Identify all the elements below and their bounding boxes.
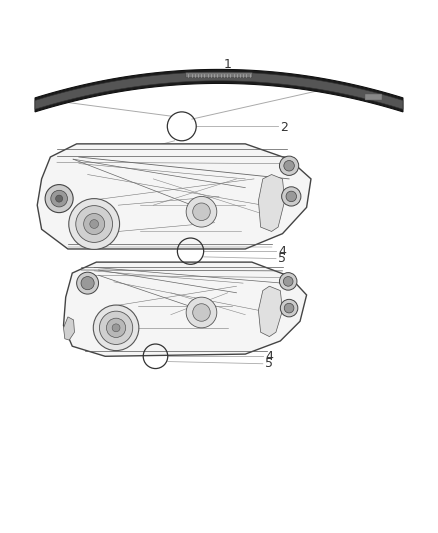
Text: 1: 1 bbox=[223, 58, 231, 71]
Circle shape bbox=[112, 324, 120, 332]
Circle shape bbox=[280, 300, 298, 317]
Circle shape bbox=[84, 214, 105, 235]
Circle shape bbox=[81, 277, 94, 290]
Circle shape bbox=[45, 184, 73, 213]
Circle shape bbox=[186, 297, 217, 328]
Text: 2: 2 bbox=[280, 121, 288, 134]
Circle shape bbox=[186, 197, 217, 227]
Circle shape bbox=[284, 303, 294, 313]
Text: 4: 4 bbox=[278, 245, 286, 257]
Circle shape bbox=[284, 160, 294, 171]
Circle shape bbox=[283, 277, 293, 286]
Text: 5: 5 bbox=[265, 357, 273, 370]
Text: 4: 4 bbox=[265, 350, 273, 363]
Polygon shape bbox=[35, 72, 403, 109]
Circle shape bbox=[279, 156, 299, 175]
Polygon shape bbox=[64, 317, 74, 340]
Circle shape bbox=[193, 203, 210, 221]
Text: 5: 5 bbox=[278, 252, 286, 265]
Polygon shape bbox=[258, 286, 283, 336]
Circle shape bbox=[106, 318, 126, 337]
Text: 3: 3 bbox=[110, 149, 118, 162]
Circle shape bbox=[282, 187, 301, 206]
Circle shape bbox=[56, 195, 63, 202]
Bar bbox=[365, 94, 382, 100]
Polygon shape bbox=[35, 69, 403, 112]
Polygon shape bbox=[64, 262, 307, 356]
Circle shape bbox=[90, 220, 99, 229]
Circle shape bbox=[286, 191, 297, 201]
Circle shape bbox=[279, 273, 297, 290]
Circle shape bbox=[77, 272, 99, 294]
Circle shape bbox=[193, 304, 210, 321]
Circle shape bbox=[69, 199, 120, 249]
Polygon shape bbox=[258, 174, 285, 231]
FancyBboxPatch shape bbox=[186, 72, 252, 77]
Polygon shape bbox=[37, 144, 311, 249]
Circle shape bbox=[93, 305, 139, 351]
Circle shape bbox=[76, 206, 113, 243]
Circle shape bbox=[99, 311, 133, 344]
Circle shape bbox=[51, 190, 67, 207]
